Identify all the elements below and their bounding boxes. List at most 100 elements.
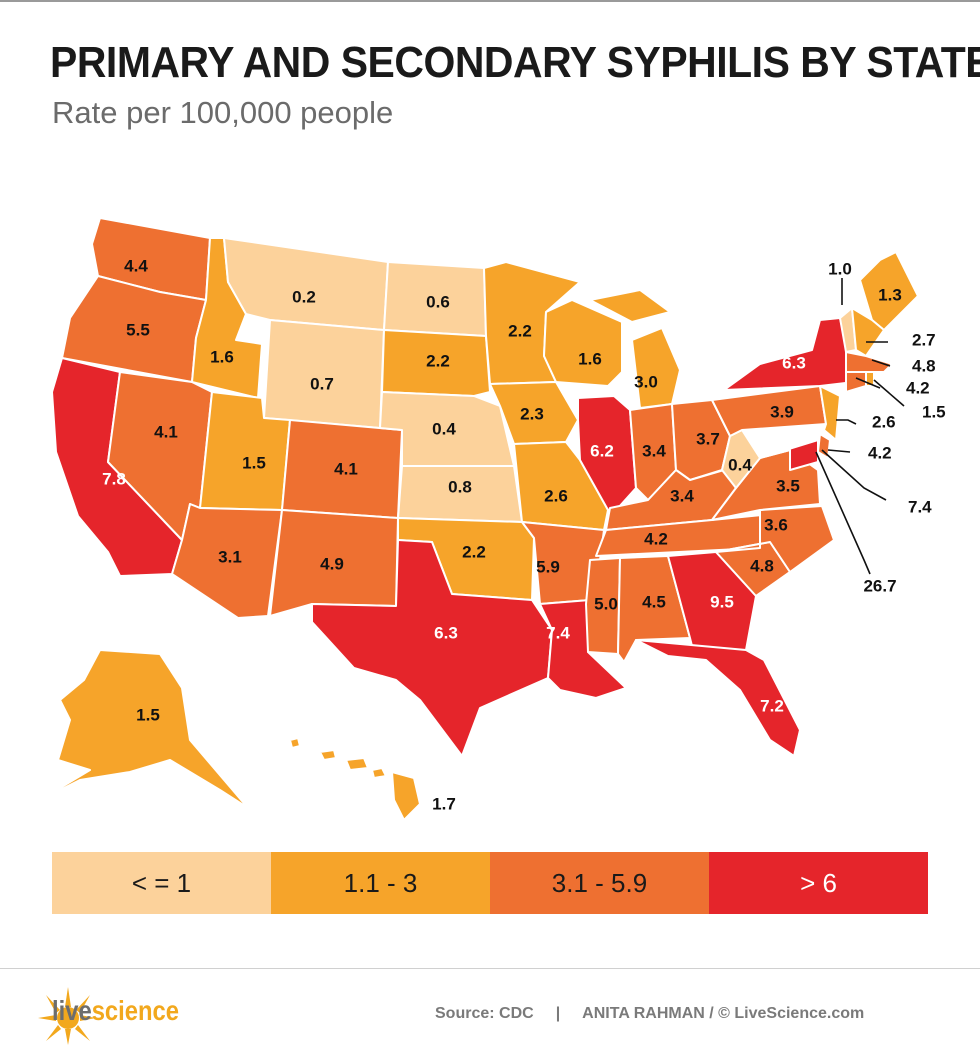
page-title: PRIMARY AND SECONDARY SYPHILIS BY STATE — [50, 38, 980, 87]
rate-label-nm: 4.9 — [320, 554, 344, 573]
rate-label-ut: 1.5 — [242, 453, 266, 472]
rate-label-tn: 4.2 — [644, 529, 668, 548]
state-nc[interactable] — [715, 505, 835, 573]
state-pa[interactable] — [711, 385, 827, 437]
state-wv[interactable] — [721, 429, 761, 489]
leader-line-ri — [873, 379, 905, 407]
rate-label-me: 1.3 — [878, 285, 902, 304]
rate-label-il: 6.2 — [590, 441, 614, 460]
rate-label-va: 3.5 — [776, 476, 800, 495]
rate-label-ar: 5.9 — [536, 557, 560, 576]
rate-label-ks: 0.8 — [448, 477, 472, 496]
state-nh[interactable] — [851, 307, 885, 357]
rate-label-mt: 0.2 — [292, 287, 316, 306]
legend-item-mid: 1.1 - 3 — [271, 852, 490, 914]
rate-label-ky: 3.4 — [670, 486, 694, 505]
rate-label-wv: 0.4 — [728, 455, 752, 474]
footer: livescience Source: CDC | ANITA RAHMAN / ©… — [0, 975, 980, 1054]
rate-label-wi: 1.6 — [578, 349, 602, 368]
leader-line-ma — [871, 359, 891, 367]
sunburst-logo-icon — [38, 987, 96, 1045]
rate-label-nc: 3.6 — [764, 515, 788, 534]
state-nj[interactable] — [819, 385, 841, 441]
rate-label-de: 4.2 — [868, 443, 892, 462]
rate-label-az: 3.1 — [218, 547, 242, 566]
state-ma[interactable] — [845, 351, 893, 373]
state-ms[interactable] — [585, 557, 621, 655]
rate-label-pa: 3.9 — [770, 402, 794, 421]
credit-separator: | — [555, 1005, 561, 1022]
state-hi[interactable] — [289, 737, 421, 821]
rate-label-nd: 0.6 — [426, 292, 450, 311]
rate-label-ct: 4.2 — [906, 378, 930, 397]
rate-label-nj: 2.6 — [872, 412, 896, 431]
rate-label-in: 3.4 — [642, 441, 666, 460]
state-sd[interactable] — [381, 329, 491, 397]
rate-label-sc: 4.8 — [750, 556, 774, 575]
rate-label-tx: 6.3 — [434, 623, 458, 642]
rate-label-mi: 3.0 — [634, 372, 658, 391]
state-mt[interactable] — [223, 237, 389, 331]
legend-label-mid: 1.1 - 3 — [343, 867, 418, 898]
rate-label-nv: 4.1 — [154, 422, 178, 441]
rate-label-ia: 2.3 — [520, 404, 544, 423]
state-de[interactable] — [817, 433, 831, 459]
legend-label-high: 3.1 - 5.9 — [551, 867, 648, 898]
page-subtitle: Rate per 100,000 people — [52, 95, 394, 130]
leader-line-dc — [815, 451, 871, 575]
legend-label-top: > 6 — [800, 867, 837, 898]
rate-label-ms: 5.0 — [594, 594, 618, 613]
rate-label-al: 4.5 — [642, 592, 666, 611]
rate-label-la: 7.4 — [546, 623, 570, 642]
footer-divider — [0, 968, 980, 969]
rate-label-ri: 1.5 — [922, 402, 946, 421]
leader-line-md — [821, 449, 887, 501]
legend-item-high: 3.1 - 5.9 — [490, 852, 709, 914]
source-text: Source: CDC — [435, 1005, 534, 1022]
leader-line-nj — [836, 419, 857, 425]
leader-line-de — [827, 449, 851, 453]
rate-label-wa: 4.4 — [124, 256, 148, 275]
rate-label-mo: 2.6 — [544, 486, 568, 505]
leader-line-ct — [855, 377, 881, 389]
rate-label-md: 7.4 — [908, 497, 932, 516]
logo-science: science — [91, 995, 180, 1026]
legend-item-low: < = 1 — [52, 852, 271, 914]
logo-live: live — [52, 995, 92, 1026]
state-tx[interactable] — [311, 539, 553, 757]
state-wi[interactable] — [543, 299, 623, 387]
state-ny[interactable] — [723, 317, 855, 391]
state-ak[interactable] — [39, 649, 249, 809]
state-fl[interactable] — [635, 639, 801, 757]
author-credit: ANITA RAHMAN / © LiveScience.com — [582, 1005, 865, 1022]
legend-label-low: < = 1 — [131, 867, 192, 898]
rate-label-ak: 1.5 — [136, 705, 160, 724]
rate-label-ny: 6.3 — [782, 353, 806, 372]
top-rule — [0, 0, 980, 2]
legend: < = 1 1.1 - 3 3.1 - 5.9 > 6 — [52, 852, 928, 914]
rate-label-hi: 1.7 — [432, 794, 456, 813]
rate-label-id: 1.6 — [210, 347, 234, 366]
rate-label-ga: 9.5 — [710, 592, 734, 611]
rate-label-nh: 2.7 — [912, 330, 936, 349]
rate-label-ma: 4.8 — [912, 356, 936, 375]
state-ct[interactable] — [845, 371, 867, 393]
rate-label-co: 4.1 — [334, 459, 358, 478]
rate-label-vt: 1.0 — [828, 259, 852, 278]
state-mi[interactable] — [589, 289, 681, 409]
state-md[interactable] — [759, 439, 819, 471]
rate-label-oh: 3.7 — [696, 429, 720, 448]
rate-label-or: 5.5 — [126, 320, 150, 339]
rate-label-sd: 2.2 — [426, 351, 450, 370]
rate-label-fl: 7.2 — [760, 696, 784, 715]
rate-label-mn: 2.2 — [508, 321, 532, 340]
rate-label-wy: 0.7 — [310, 374, 334, 393]
rate-label-ca: 7.8 — [102, 469, 126, 488]
rate-label-dc: 26.7 — [863, 576, 896, 595]
credit-line: Source: CDC | ANITA RAHMAN / © LiveScience… — [435, 1005, 864, 1023]
rate-label-ne: 0.4 — [432, 419, 456, 438]
rate-label-ok: 2.2 — [462, 542, 486, 561]
us-choropleth-map: 4.4 5.5 7.8 4.1 1.6 0.2 0.7 1.5 3.1 4.1 4.9 0.6 2.2 0… — [39, 217, 946, 821]
legend-item-top: > 6 — [709, 852, 928, 914]
logo-wordmark[interactable]: livescience — [52, 995, 179, 1027]
